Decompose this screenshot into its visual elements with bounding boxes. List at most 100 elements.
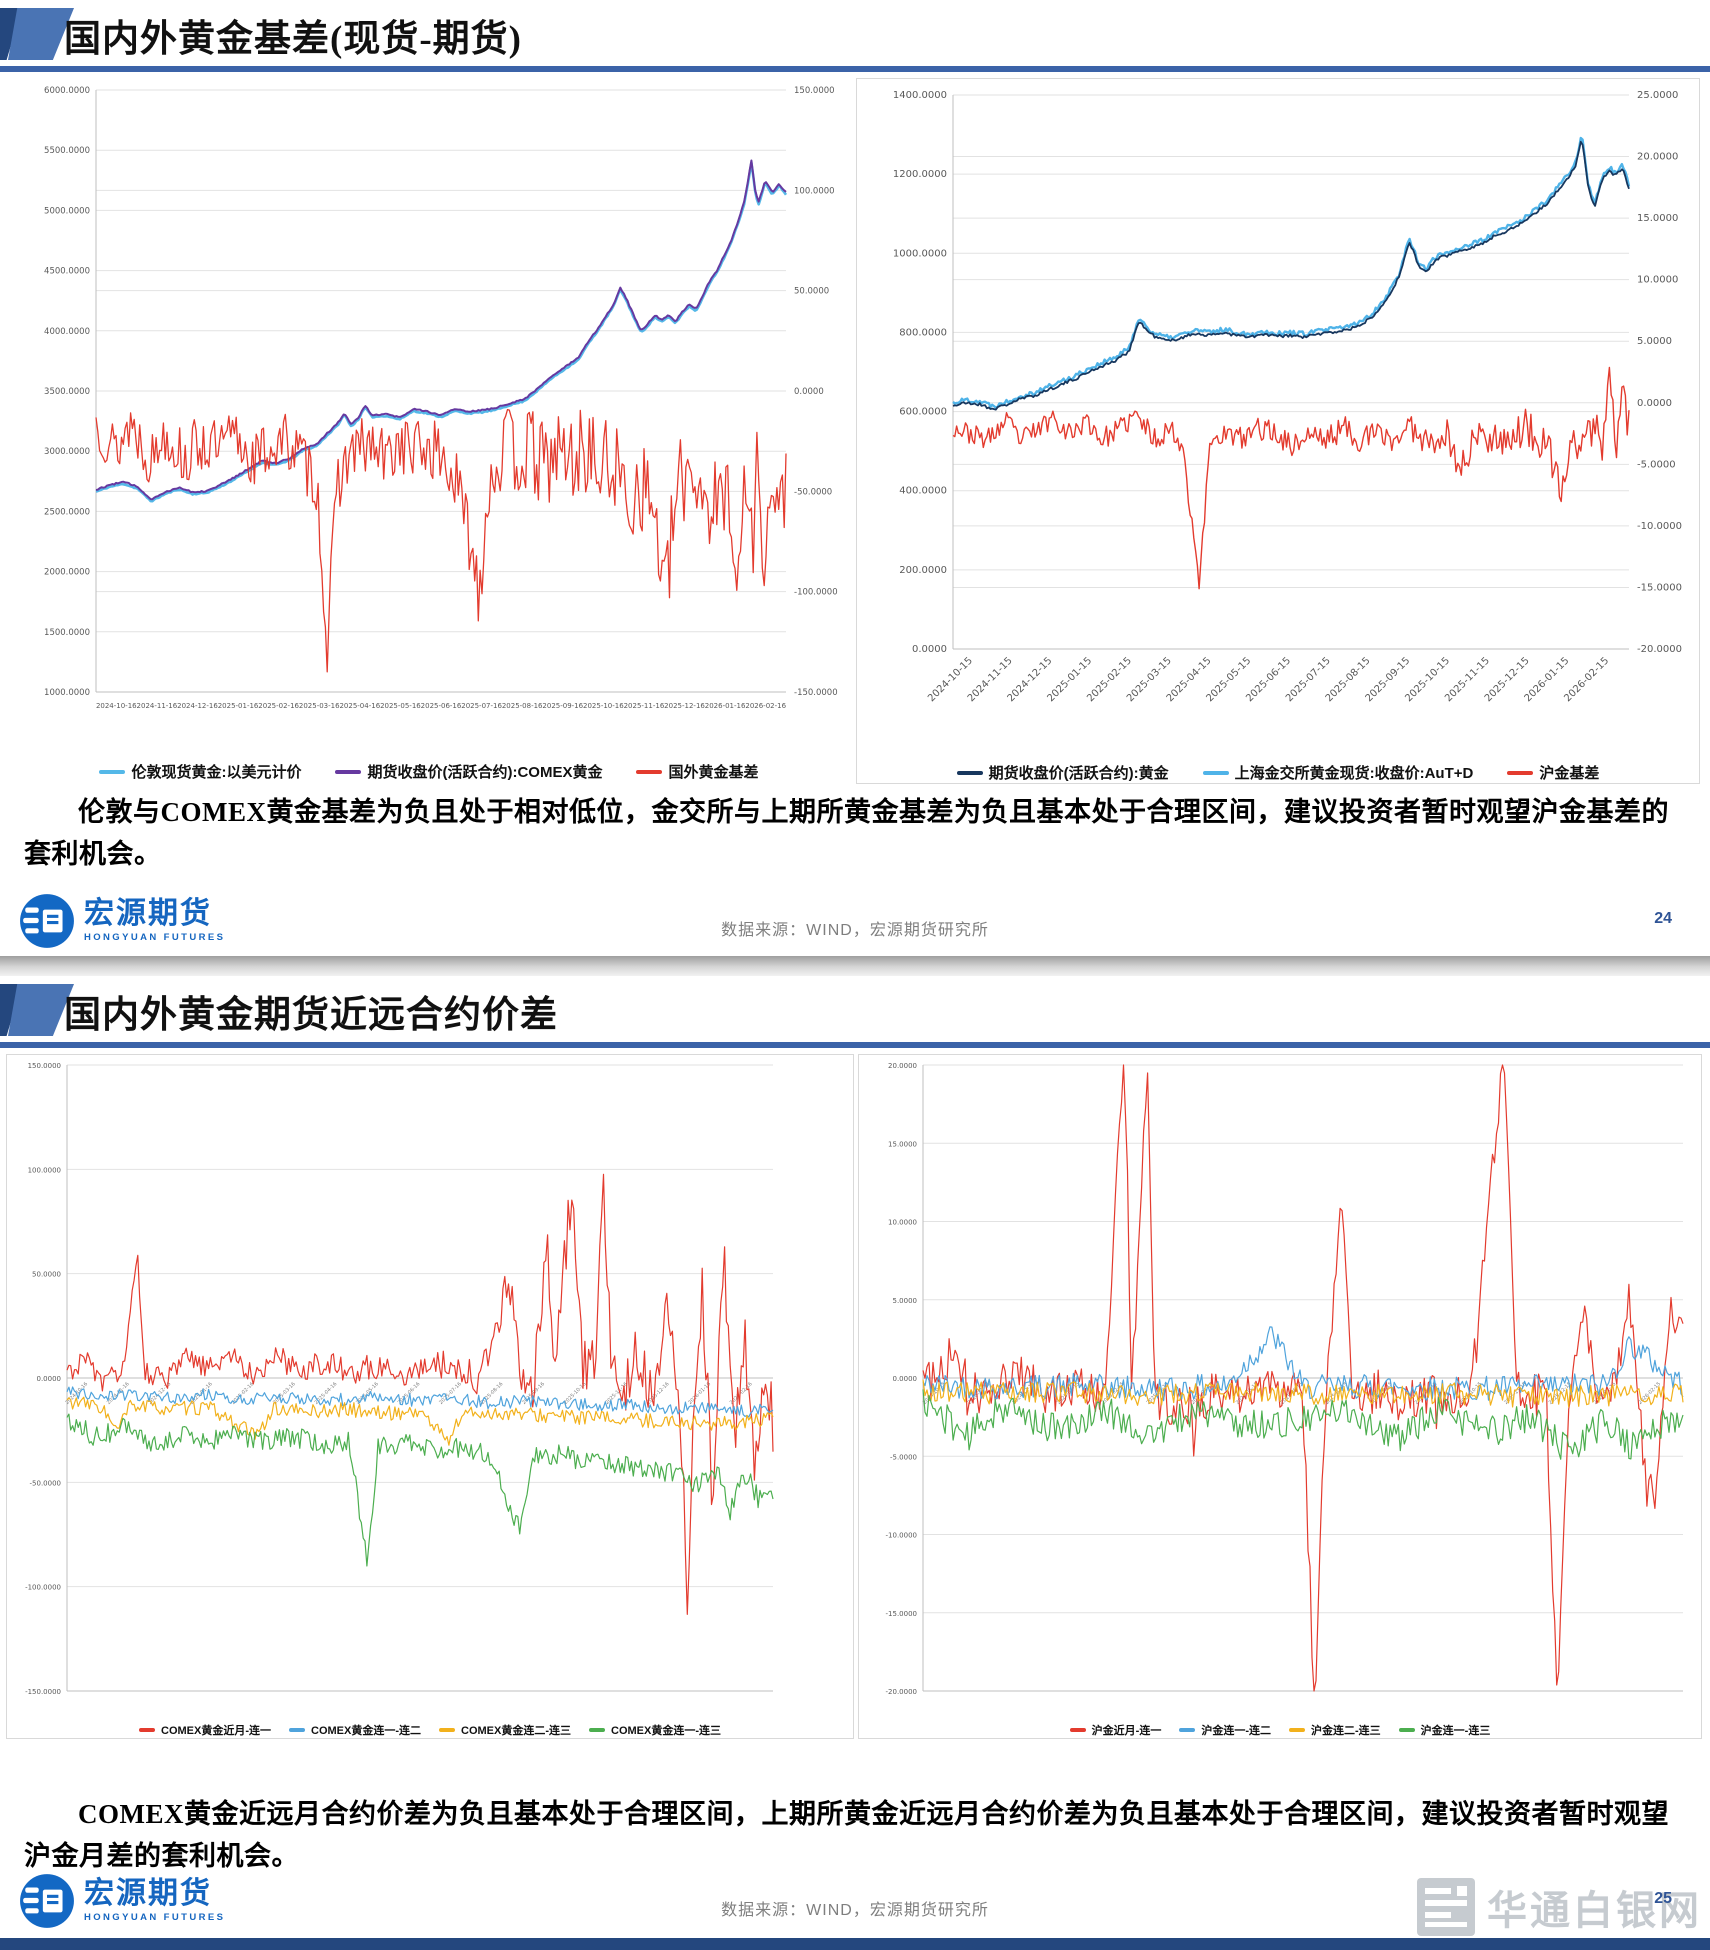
svg-text:15.0000: 15.0000 bbox=[1637, 213, 1678, 224]
svg-text:-50.0000: -50.0000 bbox=[794, 487, 832, 497]
x-tick-label: 2025-10-16 bbox=[583, 702, 624, 710]
x-tick-label: 2026-02-16 bbox=[745, 702, 786, 710]
svg-text:1000.0000: 1000.0000 bbox=[44, 688, 90, 698]
series-line-国外黄金基差 bbox=[95, 408, 787, 673]
logo-icon bbox=[20, 894, 74, 948]
legend-item: COMEX黄金近月-连一 bbox=[139, 1722, 271, 1738]
legend-swatch bbox=[439, 1728, 455, 1732]
slide1-page-number: 24 bbox=[1654, 910, 1672, 927]
slide2-footer: 宏源期货 HONGYUAN FUTURES 数据来源：WIND，宏源期货研究所 … bbox=[0, 1856, 1710, 1934]
legend-label: 期货收盘价(活跃合约):COMEX黄金 bbox=[367, 764, 603, 781]
svg-text:15.0000: 15.0000 bbox=[888, 1140, 917, 1148]
svg-text:6000.0000: 6000.0000 bbox=[44, 86, 90, 96]
series-line-沪金连二-连三 bbox=[922, 1379, 1684, 1408]
svg-text:0.0000: 0.0000 bbox=[912, 644, 947, 655]
svg-text:-10.0000: -10.0000 bbox=[1637, 521, 1682, 532]
legend-item: 沪金近月-连一 bbox=[1069, 1722, 1162, 1738]
svg-text:-150.0000: -150.0000 bbox=[794, 688, 838, 698]
legend-label: 沪金近月-连一 bbox=[1091, 1725, 1162, 1737]
series-line-上海金交所黄金现货:收盘价:AuT+D bbox=[952, 136, 1631, 409]
x-tick-label: 2025-02-16 bbox=[258, 702, 299, 710]
chart-panel-shfe-spreads: -20.0000 -15.0000 -10.0000 -5.0000 0.0000 5.0… bbox=[858, 1054, 1702, 1739]
legend-label: 上海金交所黄金现货:收盘价:AuT+D bbox=[1234, 765, 1474, 782]
legend-swatch bbox=[1069, 1728, 1086, 1732]
legend-item: COMEX黄金连一-连三 bbox=[589, 1722, 721, 1738]
legend-swatch bbox=[589, 1728, 605, 1732]
svg-text:5500.0000: 5500.0000 bbox=[44, 146, 90, 156]
svg-text:3500.0000: 3500.0000 bbox=[44, 387, 90, 397]
svg-text:1400.0000: 1400.0000 bbox=[893, 90, 947, 101]
slide1-footer: 宏源期货 HONGYUAN FUTURES 数据来源：WIND，宏源期货研究所 … bbox=[0, 876, 1710, 954]
series-line-沪金基差 bbox=[952, 366, 1630, 590]
slide-divider bbox=[0, 956, 1710, 976]
series-line-沪金连一-连三 bbox=[922, 1389, 1684, 1460]
svg-text:100.0000: 100.0000 bbox=[794, 186, 835, 196]
svg-text:1200.0000: 1200.0000 bbox=[893, 169, 947, 180]
slide1-commentary: 伦敦与COMEX黄金基差为负且处于相对低位，金交所与上期所黄金基差为负且基本处于… bbox=[24, 797, 1669, 869]
series-line-伦敦现货黄金:以美元计价 bbox=[95, 161, 788, 503]
svg-text:-100.0000: -100.0000 bbox=[25, 1584, 61, 1592]
svg-text:20.0000: 20.0000 bbox=[888, 1062, 917, 1070]
logo-text: 宏源期货 HONGYUAN FUTURES bbox=[84, 1879, 225, 1924]
slide2-data-source: 数据来源：WIND，宏源期货研究所 bbox=[721, 1902, 989, 1919]
svg-text:4500.0000: 4500.0000 bbox=[44, 267, 90, 277]
svg-text:1500.0000: 1500.0000 bbox=[44, 628, 90, 638]
series-line-期货收盘价(活跃合约):COMEX黄金 bbox=[95, 159, 787, 501]
x-tick-label: 2025-07-16 bbox=[438, 1381, 463, 1406]
chart-panel-comex-basis: 1000.0000 1500.0000 2000.0000 2500.0000 3000… bbox=[6, 78, 852, 782]
legend-label: COMEX黄金连二-连三 bbox=[461, 1725, 571, 1737]
legend-label: COMEX黄金近月-连一 bbox=[161, 1725, 271, 1737]
legend-swatch bbox=[139, 1728, 155, 1732]
slide-25: 国内外黄金期货近远合约价差 -150.0000 -100.0000 -50.0000… bbox=[0, 976, 1710, 1938]
x-tick-label: 2026-01-16 bbox=[705, 702, 746, 710]
svg-text:-50.0000: -50.0000 bbox=[30, 1479, 61, 1487]
logo-icon bbox=[20, 1874, 74, 1928]
watermark-icon bbox=[1417, 1878, 1475, 1936]
legend-comex-spreads: COMEX黄金近月-连一 COMEX黄金连一-连二 COMEX黄金连二-连三 COME… bbox=[7, 1722, 853, 1738]
svg-text:800.0000: 800.0000 bbox=[899, 327, 947, 338]
header-rule bbox=[0, 1042, 1710, 1048]
slide1-data-source: 数据来源：WIND，宏源期货研究所 bbox=[721, 922, 989, 939]
legend-swatch bbox=[956, 770, 983, 775]
legend-label: 期货收盘价(活跃合约):黄金 bbox=[988, 765, 1169, 782]
x-tick-label: 2024-11-16 bbox=[137, 702, 178, 710]
svg-text:0.0000: 0.0000 bbox=[794, 387, 824, 397]
legend-label: COMEX黄金连一-连三 bbox=[611, 1725, 721, 1737]
svg-text:200.0000: 200.0000 bbox=[899, 565, 947, 576]
x-tick-label: 2025-11-16 bbox=[624, 702, 665, 710]
svg-text:2000.0000: 2000.0000 bbox=[44, 568, 90, 578]
slide1-title: 国内外黄金基差(现货-期货) bbox=[64, 19, 522, 60]
legend-label: 国外黄金基差 bbox=[668, 764, 759, 781]
svg-text:10.0000: 10.0000 bbox=[888, 1219, 917, 1227]
legend-swatch bbox=[1289, 1728, 1305, 1732]
legend-swatch bbox=[335, 769, 362, 774]
watermark: 华通白银网 bbox=[1415, 1876, 1702, 1938]
x-tick-label: 2025-09-16 bbox=[542, 702, 583, 710]
x-tick-label: 2025-12-16 bbox=[664, 702, 705, 710]
chart-shfe-basis: 0.0000 200.0000 400.0000 600.0000 800.0000 10… bbox=[893, 90, 1682, 704]
svg-text:-20.0000: -20.0000 bbox=[886, 1688, 917, 1696]
x-tick-label: 2024-10-16 bbox=[96, 702, 137, 710]
chart-panel-shfe-basis: 0.0000 200.0000 400.0000 600.0000 800.0000 10… bbox=[856, 78, 1700, 784]
svg-text:0.0000: 0.0000 bbox=[893, 1375, 918, 1383]
slide2-charts-row: -150.0000 -100.0000 -50.0000 0.0000 50.0000 1… bbox=[0, 1054, 1710, 1739]
chart-shfe-spreads: -20.0000 -15.0000 -10.0000 -5.0000 0.0000 5.0… bbox=[886, 1062, 1684, 1696]
legend-label: 沪金基差 bbox=[1539, 765, 1600, 782]
legend-label: 伦敦现货黄金:以美元计价 bbox=[131, 764, 302, 781]
svg-text:25.0000: 25.0000 bbox=[1637, 90, 1678, 101]
legend-shfe-basis: 期货收盘价(活跃合约):黄金 上海金交所黄金现货:收盘价:AuT+D 沪金基差 bbox=[857, 762, 1699, 783]
logo-text: 宏源期货 HONGYUAN FUTURES bbox=[84, 899, 226, 944]
x-tick-label: 2025-06-16 bbox=[421, 702, 462, 710]
slide2-commentary: COMEX黄金近远月合约价差为负且基本处于合理区间，上期所黄金近远月合约价差为负… bbox=[24, 1799, 1669, 1871]
svg-text:4000.0000: 4000.0000 bbox=[44, 327, 90, 337]
legend-item: 沪金连一-连三 bbox=[1398, 1722, 1490, 1738]
legend-item: 上海金交所黄金现货:收盘价:AuT+D bbox=[1202, 762, 1474, 783]
svg-text:-10.0000: -10.0000 bbox=[886, 1532, 917, 1540]
chart-comex-spreads: -150.0000 -100.0000 -50.0000 0.0000 50.0000 1… bbox=[25, 1062, 774, 1696]
legend-swatch bbox=[1202, 770, 1229, 775]
logo-name-en: HONGYUAN FUTURES bbox=[84, 932, 226, 943]
slide-24: 国内外黄金基差(现货-期货) 1000.0000 1500.0000 2000.00… bbox=[0, 0, 1710, 958]
legend-swatch bbox=[289, 1728, 305, 1732]
series-line-COMEX黄金连一-连三 bbox=[66, 1413, 774, 1567]
legend-item: 伦敦现货黄金:以美元计价 bbox=[99, 761, 301, 782]
